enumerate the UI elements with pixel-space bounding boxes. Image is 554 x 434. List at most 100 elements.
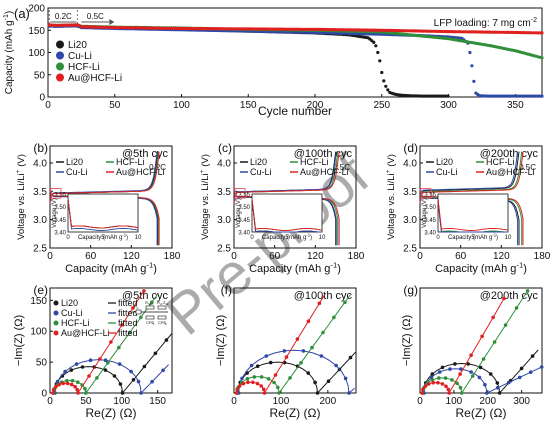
inset-xtick-label: 10 <box>135 235 142 241</box>
impedance-point <box>530 354 535 358</box>
eis-legend-fitted-label: fitted <box>118 298 138 308</box>
impedance-point <box>61 381 65 386</box>
impedance-point <box>420 391 424 395</box>
impedance-point <box>306 319 311 324</box>
impedance-point <box>480 334 484 339</box>
impedance-point <box>492 340 497 344</box>
voltage-legend-label: Cu-Li <box>66 167 88 177</box>
zoom-region-box <box>50 188 62 199</box>
capacity-point <box>446 94 450 98</box>
impedance-point <box>437 370 442 374</box>
inset-xlabel-main: Capacity (mAh g <box>78 235 122 241</box>
impedance-point <box>517 375 522 380</box>
impedance-point <box>120 323 124 327</box>
impedance-point <box>495 381 500 385</box>
impedance-point <box>234 391 239 395</box>
voltage-xtick-label: 0 <box>417 251 423 262</box>
impedance-point <box>443 376 448 380</box>
impedance-point <box>103 358 108 363</box>
circuit-cpe <box>145 315 155 320</box>
impedance-point <box>128 330 132 335</box>
impedance-point <box>440 365 445 370</box>
capacity-point <box>540 56 544 60</box>
impedance-point <box>264 354 269 358</box>
panel-a-ylabel-sup: -1 <box>3 14 10 20</box>
circuit-label: SEI <box>148 302 153 306</box>
voltage-xtick-label: 60 <box>455 251 467 262</box>
impedance-point <box>483 382 487 387</box>
series-Au@HCF-Li <box>47 23 544 35</box>
eis-legend-fitted-label: fitted <box>118 328 138 338</box>
voltage-panel-title: @100th cyc <box>294 148 353 160</box>
eis-panel-tag: (e) <box>33 283 48 297</box>
impedance-point <box>51 391 55 395</box>
eis-xlabel: Re(Z) (Ω) <box>456 406 507 420</box>
impedance-point <box>506 380 511 385</box>
inset-ytick-label: 3.50 <box>54 205 66 211</box>
voltage-xlabel-end: ) <box>523 263 527 275</box>
impedance-point <box>246 380 250 385</box>
voltage-ylabel: Voltage vs. Li/Li+ (V) <box>199 154 211 240</box>
capacity-point <box>468 50 472 55</box>
impedance-point <box>106 361 110 365</box>
voltage-xlabel-main: Capacity (mAh g <box>435 263 516 275</box>
impedance-point <box>54 384 58 389</box>
voltage-xlabel-main: Capacity (mAh g <box>65 263 146 275</box>
voltage-xlabel: Capacity (mAh g-1) <box>249 261 341 275</box>
inset-xlabel-sup: -1 <box>306 233 310 238</box>
circuit-label: CPE <box>158 320 167 325</box>
impedance-point <box>301 349 306 353</box>
eis-panel-title: @200th cyc <box>480 290 539 302</box>
impedance-point <box>525 289 530 293</box>
legend-marker <box>56 40 64 49</box>
fitted-curve-HCF-Li <box>422 290 529 395</box>
voltage-ylabel-sup: + <box>199 169 206 173</box>
voltage-ylabel-sup: + <box>385 169 392 173</box>
impedance-point <box>241 381 246 386</box>
voltage-xtick-label: 0 <box>231 251 237 262</box>
impedance-point <box>129 369 133 374</box>
eis-panel-frame <box>419 287 543 394</box>
eis-ylabel: −Im(Z) (Ω) <box>401 315 413 366</box>
eis-legend-label: HCF-Li <box>61 318 90 328</box>
fitted-curve-Au@HCF-Li <box>52 290 145 395</box>
voltage-legend-label: Li20 <box>436 157 453 167</box>
voltage-ytick-label: 2.5 <box>33 244 47 255</box>
impedance-point <box>347 391 351 395</box>
impedance-point <box>299 361 303 365</box>
impedance-point <box>288 376 292 380</box>
inset-curve-Au@HCF-Li <box>437 199 509 231</box>
impedance-point <box>131 378 136 382</box>
voltage-panel-frame <box>233 145 357 249</box>
inset-curve-Cu-Li <box>67 199 139 231</box>
capacity-point <box>380 70 384 75</box>
inset-xlabel: Capacity (mAh g-1) <box>78 233 128 241</box>
zoom-region-box <box>420 188 432 199</box>
inset-ytick-label: 3.45 <box>54 218 66 224</box>
panel-a-ytick-label: 100 <box>28 48 45 59</box>
fitted-curve-Cu-Li <box>423 366 542 394</box>
impedance-point <box>343 376 348 381</box>
eis-legend-fitted-label: fitted <box>118 318 138 328</box>
impedance-point <box>95 376 99 380</box>
inset-xtick-label: 10 <box>505 235 512 241</box>
impedance-point <box>485 391 489 395</box>
inset-frame <box>437 193 509 233</box>
impedance-point <box>497 391 502 395</box>
impedance-point <box>277 391 281 395</box>
voltage-ylabel: Voltage vs. Li/Li+ (V) <box>15 154 27 240</box>
impedance-point <box>266 377 271 381</box>
panel-a-xtick-label: 0 <box>45 100 51 111</box>
impedance-point <box>446 387 451 392</box>
impedance-point <box>84 391 88 395</box>
impedance-point <box>519 366 524 371</box>
impedance-point <box>470 374 475 378</box>
panel-a-xtick-label: 300 <box>440 100 457 111</box>
voltage-ylabel-end: (V) <box>386 154 397 169</box>
panel-a-loading-annotation-main: LFP loading: 7 mg cm <box>434 18 531 29</box>
eis-points-Li20 <box>421 354 535 395</box>
voltage-panel-title: @200th cyc <box>480 148 539 160</box>
impedance-point <box>282 349 287 353</box>
impedance-point <box>447 391 451 395</box>
voltage-legend-label: HCF-Li <box>116 157 145 167</box>
